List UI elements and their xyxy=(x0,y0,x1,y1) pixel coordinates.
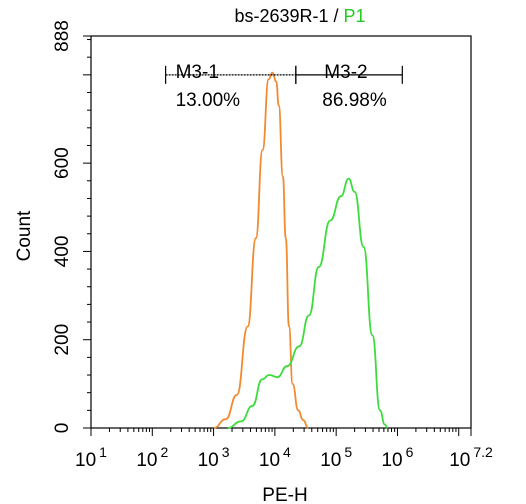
gate-2-percent: 86.98% xyxy=(322,90,387,111)
gate-1-percent: 13.00% xyxy=(176,90,241,111)
x-tick-label: 10 4 xyxy=(259,444,291,471)
x-tick-label: 10 7.2 xyxy=(449,444,493,471)
x-tick-label: 10 3 xyxy=(198,444,230,471)
x-tick-label: 10 6 xyxy=(381,444,413,471)
chart-title-highlight: P1 xyxy=(344,6,366,26)
y-axis-title: Count xyxy=(14,210,35,261)
series-layer xyxy=(213,71,389,429)
y-tick-label: 0 xyxy=(52,423,73,434)
histogram-series-2 xyxy=(227,177,389,429)
x-axis-title: PE-H xyxy=(262,485,307,504)
x-tick-label: 10 5 xyxy=(320,444,352,471)
gate-layer: M3-1 13.00% M3-2 86.98% xyxy=(165,62,403,111)
plot-border xyxy=(90,35,472,429)
y-axis-ticks: 0 200 400 600 888 xyxy=(52,20,91,433)
x-tick-label: 10 2 xyxy=(136,444,168,471)
gate-2-name: M3-2 xyxy=(324,62,367,83)
histogram-series-1 xyxy=(213,71,309,429)
x-tick-label: 10 1 xyxy=(75,444,107,471)
y-tick-label: 400 xyxy=(52,236,73,268)
y-tick-label: 200 xyxy=(52,324,73,356)
plot-frame xyxy=(90,35,472,429)
y-tick-label: 888 xyxy=(52,20,73,52)
chart-title-main: bs-2639R-1 / xyxy=(234,6,343,26)
y-tick-label: 600 xyxy=(52,147,73,179)
gate-1-name: M3-1 xyxy=(176,62,219,83)
x-axis-ticks: 10 1 10 2 10 3 10 4 10 5 10 6 10 7.2 xyxy=(75,428,493,471)
chart-title: bs-2639R-1 / P1 xyxy=(234,6,365,26)
